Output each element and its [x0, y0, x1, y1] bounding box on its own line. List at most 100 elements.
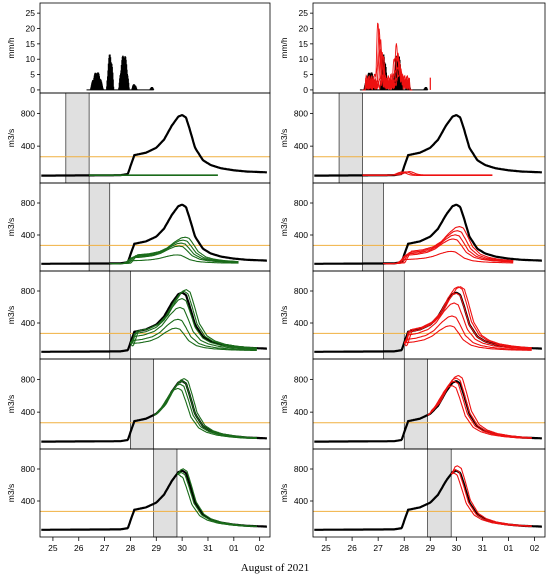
panel-right-row-3: 400 800 m3/s — [279, 270, 546, 360]
forecast-trace — [362, 171, 493, 176]
y-tick-label: 5 — [30, 70, 35, 80]
panel-right-row-4: 400 800 m3/s — [279, 358, 546, 450]
y-axis-label: m3/s — [279, 218, 289, 236]
x-tick-label: 01 — [229, 543, 239, 553]
y-tick-label: 800 — [21, 464, 35, 474]
y-tick-label: 400 — [294, 407, 308, 417]
y-tick-label: 800 — [21, 108, 35, 118]
forecast-trace — [383, 238, 514, 265]
x-tick-label: 26 — [347, 543, 357, 553]
forecast-trace — [130, 327, 257, 352]
x-tick-label: 29 — [152, 543, 162, 553]
forecast-trace — [403, 302, 532, 350]
forecast-trace — [130, 306, 257, 350]
y-tick-label: 400 — [21, 496, 35, 506]
forecast-trace — [176, 468, 257, 527]
x-tick-label: 02 — [255, 543, 265, 553]
observed-hydrograph — [41, 291, 267, 353]
x-tick-label: 27 — [100, 543, 110, 553]
forecast-trace — [109, 239, 239, 265]
forecast-window — [383, 270, 405, 360]
observed-hydrograph — [41, 114, 267, 177]
y-tick-label: 0 — [30, 85, 35, 95]
y-tick-label: 800 — [21, 198, 35, 208]
y-axis-label: m3/s — [6, 395, 16, 413]
x-tick-label: 31 — [478, 543, 488, 553]
forecast-trace — [109, 242, 239, 265]
y-axis-label: m3/s — [279, 306, 289, 324]
y-axis-label: m3/s — [279, 129, 289, 147]
y-tick-label: 25 — [299, 8, 309, 18]
forecast-trace — [450, 468, 532, 527]
y-tick-label: 400 — [21, 141, 35, 151]
panel-grid: 0 5 10 15 20 25 mm/h 400 800 m3/s 400 800 m3/s 400 800… — [6, 2, 546, 538]
panel-frame — [312, 448, 546, 538]
y-tick-label: 400 — [21, 230, 35, 240]
observed-hydrograph — [41, 203, 267, 265]
y-tick-label: 0 — [303, 85, 308, 95]
rain-ensemble-trace — [362, 56, 413, 91]
rain-ensemble-trace — [362, 28, 413, 91]
y-tick-label: 800 — [294, 108, 308, 118]
panel-right-row-5: 400 800 m3/s — [279, 448, 546, 538]
panel-left-row-3: 400 800 m3/s — [6, 270, 271, 360]
y-tick-label: 400 — [294, 496, 308, 506]
y-tick-label: 800 — [294, 286, 308, 296]
y-axis-label: m3/s — [279, 395, 289, 413]
x-tick-label: 02 — [530, 543, 540, 553]
observed-hydrograph — [314, 291, 542, 353]
forecast-trace — [383, 230, 514, 265]
panel-left-row-4: 400 800 m3/s — [6, 358, 271, 450]
forecast-trace — [153, 383, 257, 439]
x-tick-label: 30 — [452, 543, 462, 553]
y-axis-label: m3/s — [6, 484, 16, 502]
forecast-trace — [383, 234, 514, 265]
x-tick-label: 26 — [74, 543, 84, 553]
forecast-trace — [383, 226, 514, 265]
y-tick-label: 800 — [21, 286, 35, 296]
observed-hydrograph — [314, 380, 542, 443]
x-axis: 25 26 27 28 29 30 31 01 02 25 26 27 28 29 30 31 01 02 — [48, 537, 540, 553]
forecast-window — [403, 358, 428, 450]
observed-hydrograph — [314, 203, 542, 265]
x-tick-label: 25 — [321, 543, 331, 553]
x-tick-label: 29 — [426, 543, 436, 553]
forecast-trace — [427, 380, 532, 439]
forecast-window — [109, 270, 131, 360]
panel-right-row-1: 400 800 m3/s — [279, 92, 546, 184]
x-tick-label: 31 — [203, 543, 213, 553]
x-tick-label: 28 — [400, 543, 410, 553]
panel-left-row-2: 400 800 m3/s — [6, 182, 271, 272]
y-axis-label: m3/s — [6, 129, 16, 147]
y-axis-label: m3/s — [6, 218, 16, 236]
forecast-window — [362, 182, 384, 272]
panel-left-row-5: 400 800 m3/s — [6, 448, 271, 538]
x-tick-label: 30 — [177, 543, 187, 553]
y-tick-label: 400 — [294, 318, 308, 328]
y-tick-label: 400 — [294, 230, 308, 240]
panel-right-row-2: 400 800 m3/s — [279, 182, 546, 272]
y-tick-label: 15 — [299, 39, 309, 49]
y-tick-label: 20 — [299, 24, 309, 34]
y-tick-label: 5 — [303, 70, 308, 80]
y-tick-label: 400 — [21, 318, 35, 328]
forecast-window — [130, 358, 155, 450]
x-tick-label: 25 — [48, 543, 58, 553]
forecast-trace — [404, 325, 532, 351]
panel-frame — [312, 2, 546, 94]
y-tick-label: 400 — [21, 407, 35, 417]
forecast-trace — [427, 375, 532, 439]
x-tick-label: 28 — [126, 543, 136, 553]
x-axis-caption: August of 2021 — [241, 562, 309, 574]
y-tick-label: 25 — [26, 8, 36, 18]
y-tick-label: 800 — [294, 464, 308, 474]
panel-left-row-0: 0 5 10 15 20 25 mm/h — [6, 2, 271, 95]
y-tick-label: 800 — [294, 198, 308, 208]
panel-right-row-0: 0 5 10 15 20 25 mm/h — [279, 2, 546, 95]
y-tick-label: 800 — [294, 374, 308, 384]
forecast-trace — [129, 288, 257, 349]
x-tick-label: 27 — [373, 543, 383, 553]
observed-hydrograph — [314, 114, 542, 177]
forecast-window — [65, 92, 90, 184]
